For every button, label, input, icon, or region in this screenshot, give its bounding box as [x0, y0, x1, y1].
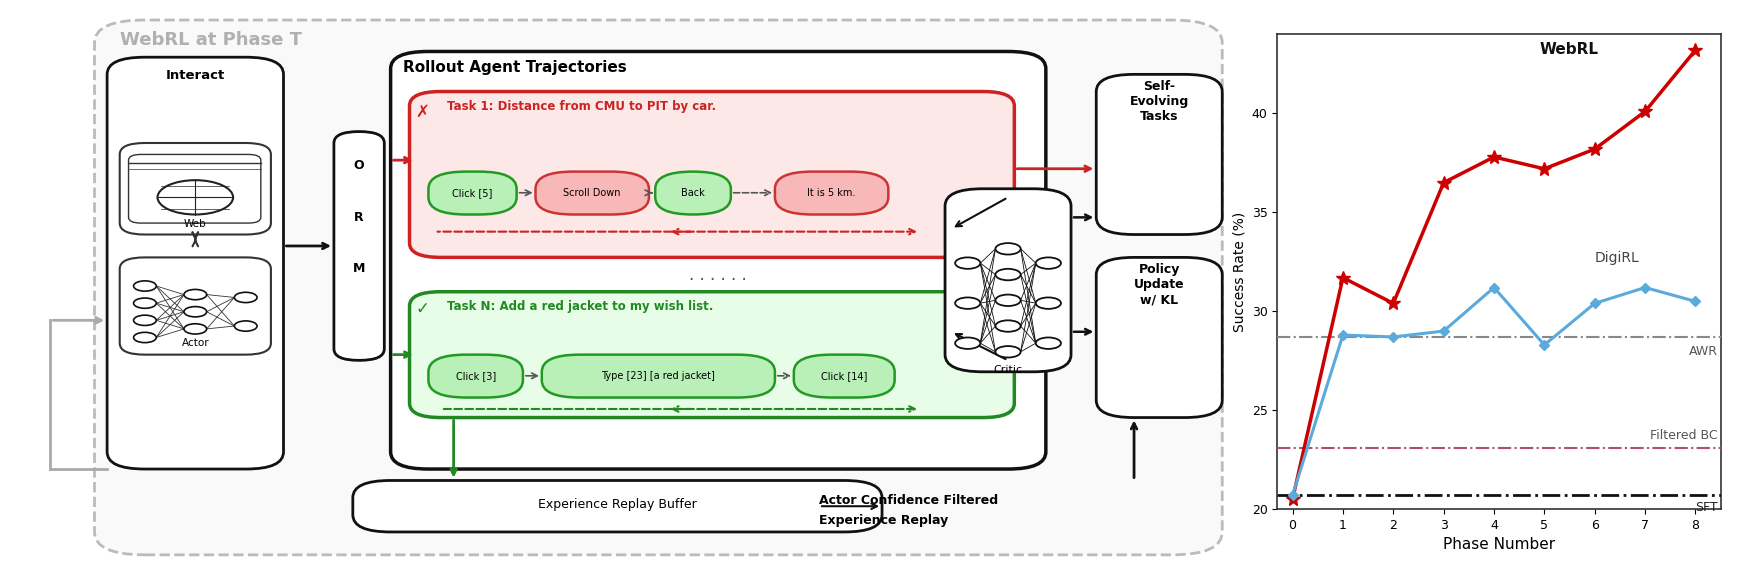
FancyBboxPatch shape — [94, 20, 1222, 555]
Circle shape — [134, 281, 156, 291]
FancyBboxPatch shape — [353, 480, 881, 532]
Text: Interact: Interact — [165, 69, 224, 82]
Text: ✗: ✗ — [415, 103, 429, 121]
Text: M: M — [353, 263, 365, 275]
Circle shape — [184, 324, 207, 334]
Text: It is 5 km.: It is 5 km. — [808, 188, 855, 198]
Circle shape — [1036, 297, 1060, 309]
Circle shape — [184, 289, 207, 300]
Text: Click [3]: Click [3] — [455, 371, 495, 381]
FancyBboxPatch shape — [120, 257, 271, 355]
Circle shape — [996, 269, 1020, 280]
Circle shape — [956, 257, 980, 269]
FancyBboxPatch shape — [429, 355, 523, 398]
Circle shape — [235, 292, 257, 303]
Text: Click [14]: Click [14] — [820, 371, 867, 381]
FancyBboxPatch shape — [334, 132, 384, 360]
Text: ✓: ✓ — [415, 300, 429, 318]
FancyBboxPatch shape — [129, 154, 261, 223]
Text: DigiRL: DigiRL — [1595, 251, 1639, 265]
Text: Type [23] [a red jacket]: Type [23] [a red jacket] — [601, 371, 716, 381]
Text: Experience Replay: Experience Replay — [819, 514, 949, 527]
Text: Web: Web — [184, 219, 207, 229]
FancyBboxPatch shape — [1097, 257, 1222, 418]
Text: Scroll Down: Scroll Down — [563, 188, 620, 198]
Circle shape — [996, 295, 1020, 306]
X-axis label: Phase Number: Phase Number — [1443, 537, 1556, 553]
FancyBboxPatch shape — [794, 355, 895, 398]
Circle shape — [996, 346, 1020, 358]
Circle shape — [134, 332, 156, 343]
Circle shape — [134, 298, 156, 308]
Text: Task N: Add a red jacket to my wish list.: Task N: Add a red jacket to my wish list… — [447, 300, 714, 313]
Circle shape — [996, 320, 1020, 332]
FancyBboxPatch shape — [945, 189, 1071, 372]
Text: SFT: SFT — [1696, 501, 1719, 514]
FancyBboxPatch shape — [535, 172, 648, 214]
FancyBboxPatch shape — [429, 172, 516, 214]
FancyBboxPatch shape — [1097, 74, 1222, 235]
Text: WebRL at Phase T: WebRL at Phase T — [120, 31, 302, 49]
Text: Critic: Critic — [994, 365, 1022, 375]
Text: Task 1: Distance from CMU to PIT by car.: Task 1: Distance from CMU to PIT by car. — [447, 100, 716, 113]
Circle shape — [1036, 257, 1060, 269]
Text: R: R — [355, 211, 363, 224]
Circle shape — [996, 243, 1020, 255]
FancyBboxPatch shape — [655, 172, 732, 214]
Circle shape — [956, 297, 980, 309]
FancyBboxPatch shape — [542, 355, 775, 398]
Circle shape — [1036, 337, 1060, 349]
Text: · · · · · ·: · · · · · · — [690, 271, 747, 289]
Text: O: O — [355, 160, 365, 172]
Text: Filtered BC: Filtered BC — [1651, 429, 1719, 442]
Circle shape — [184, 307, 207, 317]
Text: Rollout Agent Trajectories: Rollout Agent Trajectories — [403, 60, 627, 75]
FancyBboxPatch shape — [410, 92, 1015, 257]
Text: Back: Back — [681, 188, 706, 198]
FancyBboxPatch shape — [120, 143, 271, 235]
Text: Policy
Update
w/ KL: Policy Update w/ KL — [1133, 263, 1185, 306]
FancyBboxPatch shape — [391, 51, 1046, 469]
FancyBboxPatch shape — [108, 57, 283, 469]
Text: AWR: AWR — [1689, 345, 1719, 358]
Y-axis label: Success Rate (%): Success Rate (%) — [1232, 212, 1246, 332]
FancyBboxPatch shape — [410, 292, 1015, 418]
FancyBboxPatch shape — [775, 172, 888, 214]
Circle shape — [134, 315, 156, 325]
Text: Experience Replay Buffer: Experience Replay Buffer — [539, 498, 697, 511]
Text: Actor: Actor — [181, 338, 209, 348]
Circle shape — [235, 321, 257, 331]
Text: Click [5]: Click [5] — [452, 188, 492, 198]
Text: WebRL: WebRL — [1540, 42, 1599, 57]
Circle shape — [956, 337, 980, 349]
Text: Self-
Evolving
Tasks: Self- Evolving Tasks — [1130, 80, 1189, 123]
Text: Actor Confidence Filtered: Actor Confidence Filtered — [819, 494, 998, 507]
